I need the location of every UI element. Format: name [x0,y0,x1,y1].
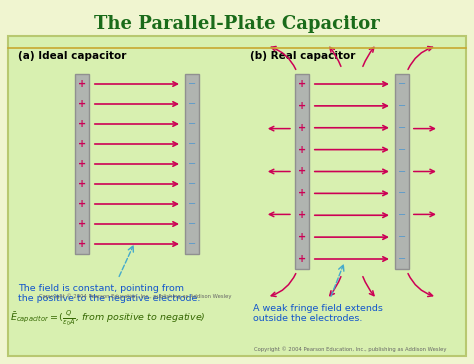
Text: −: − [398,254,406,264]
Text: +: + [298,232,306,242]
Text: +: + [78,239,86,249]
Text: −: − [398,189,406,198]
Text: $\bar{E}_{capacitor} = (\frac{Q}{\varepsilon_0 A}$, from positive to negative): $\bar{E}_{capacitor} = (\frac{Q}{\vareps… [10,310,206,328]
Text: −: − [188,219,196,229]
Text: +: + [298,254,306,264]
Text: −: − [188,79,196,89]
Text: −: − [398,166,406,177]
Text: +: + [298,166,306,177]
Text: (a) Ideal capacitor: (a) Ideal capacitor [18,51,127,61]
Text: −: − [188,119,196,129]
Text: +: + [78,79,86,89]
Bar [395,74,409,269]
Text: +: + [78,119,86,129]
Text: +: + [298,189,306,198]
Text: (b) Real capacitor: (b) Real capacitor [250,51,356,61]
Text: A weak fringe field extends
outside the electrodes.: A weak fringe field extends outside the … [253,304,383,323]
Text: Copyright © 2004 Pearson Education, Inc., publishing as Addison Wesley: Copyright © 2004 Pearson Education, Inc.… [39,293,231,299]
Text: −: − [398,101,406,111]
Text: +: + [298,79,306,89]
Text: +: + [78,159,86,169]
Text: +: + [298,210,306,220]
Text: Copyright © 2004 Pearson Education, Inc., publishing as Addison Wesley: Copyright © 2004 Pearson Education, Inc.… [254,346,446,352]
Text: −: − [188,239,196,249]
Text: −: − [188,99,196,109]
Text: +: + [78,99,86,109]
Text: +: + [78,139,86,149]
Bar [185,74,199,254]
Text: −: − [188,159,196,169]
Text: −: − [188,139,196,149]
Bar [8,36,466,356]
Bar [75,74,89,254]
Text: +: + [78,179,86,189]
Text: +: + [298,123,306,133]
Text: +: + [298,101,306,111]
Text: −: − [398,145,406,155]
Text: −: − [188,179,196,189]
Text: +: + [298,145,306,155]
Text: The Parallel-Plate Capacitor: The Parallel-Plate Capacitor [94,15,380,33]
Bar [295,74,309,269]
Text: −: − [398,232,406,242]
Text: −: − [188,199,196,209]
Text: −: − [398,123,406,133]
Text: +: + [78,199,86,209]
Text: −: − [398,79,406,89]
Text: −: − [398,210,406,220]
Text: +: + [78,219,86,229]
Text: The field is constant, pointing from
the positive to the negative electrode.: The field is constant, pointing from the… [18,284,201,304]
